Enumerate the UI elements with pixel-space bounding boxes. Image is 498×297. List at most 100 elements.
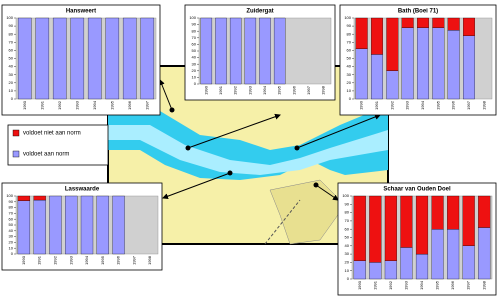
bar-segment (229, 17, 242, 85)
x-tick-label: 1997 (466, 280, 471, 290)
bar-segment (52, 17, 67, 100)
y-tick-label: 100 (6, 193, 13, 198)
chart-title: Schaar van Ouden Doel (383, 187, 451, 193)
y-tick-label: 20 (9, 239, 14, 244)
y-tick-label: 40 (347, 64, 352, 69)
bar-segment (478, 195, 491, 228)
y-tick-label: 60 (345, 226, 350, 231)
x-tick-label: 1994 (420, 100, 425, 110)
bar-segment (384, 260, 397, 280)
y-tick-label: 50 (347, 56, 352, 61)
y-tick-label: 90 (9, 23, 14, 28)
x-tick-label: 1996 (291, 85, 296, 95)
y-tick-label: 30 (345, 251, 350, 256)
bar-segment (432, 27, 445, 100)
y-tick-label: 80 (345, 210, 350, 215)
bar-segment (447, 17, 460, 31)
y-tick-label: 50 (192, 48, 197, 53)
y-tick-label: 100 (342, 193, 349, 198)
bar-segment (400, 247, 413, 280)
x-tick-label: 1992 (53, 255, 58, 265)
y-tick-label: 20 (9, 80, 14, 85)
y-tick-label: 80 (9, 31, 14, 36)
bar-segment (447, 229, 460, 280)
x-tick-label: 1990 (357, 280, 362, 290)
bar-segment (432, 17, 445, 28)
bar-segment (417, 27, 429, 100)
y-tick-label: 10 (192, 74, 197, 79)
legend-label: voldoet aan norm (23, 152, 69, 158)
y-tick-label: 10 (9, 245, 14, 250)
y-tick-label: 20 (345, 259, 350, 264)
y-tick-label: 70 (9, 39, 14, 44)
bar-segment (33, 199, 46, 255)
bar-segment (17, 17, 32, 100)
bar-segment (35, 17, 50, 100)
bar-segment (17, 200, 31, 255)
bar-segment (355, 17, 368, 49)
y-tick-label: 60 (347, 47, 352, 52)
x-tick-label: 1997 (131, 255, 136, 265)
x-tick-label: 1990 (359, 100, 364, 110)
arrows (159, 79, 381, 201)
x-tick-label: 1993 (247, 85, 252, 95)
legend-swatch (12, 129, 20, 137)
y-tick-label: 20 (347, 80, 352, 85)
bar-segment (447, 195, 460, 230)
x-tick-label: 1993 (405, 100, 410, 110)
legend-swatch (12, 150, 20, 158)
chart-title: Lasswaarde (65, 187, 100, 193)
bar-segment (200, 17, 213, 85)
bar-segment (431, 195, 444, 230)
x-tick-label: 1990 (22, 100, 27, 110)
bar-segment (371, 17, 383, 55)
x-tick-label: 1991 (39, 100, 44, 110)
y-tick-label: 0 (11, 96, 14, 101)
x-tick-label: 1998 (481, 280, 486, 290)
river-shallow (108, 125, 388, 175)
bar-segment (140, 17, 155, 100)
chart-title: Zuidergat (246, 9, 273, 15)
bar-segment (462, 195, 475, 246)
y-tick-label: 60 (192, 41, 197, 46)
bar-segment (386, 70, 399, 100)
x-tick-label: 1995 (435, 280, 440, 290)
bar-segment (259, 17, 271, 85)
x-tick-label: 1995 (100, 255, 105, 265)
y-tick-label: 50 (345, 235, 350, 240)
bar-segment (417, 17, 429, 28)
y-tick-label: 100 (344, 15, 351, 20)
y-tick-label: 10 (347, 88, 352, 93)
x-tick-label: 1991 (374, 100, 379, 110)
bar-segment (215, 17, 227, 85)
chart-title: Bath (Boei 71) (398, 9, 438, 15)
x-tick-label: 1997 (466, 100, 471, 110)
bar-segment (369, 195, 382, 263)
y-tick-label: 90 (347, 23, 352, 28)
y-tick-label: 0 (194, 81, 197, 86)
bar-segment (96, 195, 109, 255)
y-tick-label: 100 (189, 15, 196, 20)
bar-segment (384, 195, 397, 261)
bar-segment (87, 17, 102, 100)
bar-segment (447, 29, 460, 100)
y-tick-label: 30 (347, 72, 352, 77)
bar-segment (401, 27, 414, 100)
legend: voldoet niet aan norm voldoet aan norm (7, 124, 109, 166)
bar-segment (112, 195, 125, 255)
y-tick-label: 70 (347, 39, 352, 44)
bar-segment (431, 229, 444, 280)
y-tick-label: 70 (345, 218, 350, 223)
x-tick-label: 1991 (218, 85, 223, 95)
bar-segment (415, 195, 429, 255)
x-tick-label: 1991 (372, 280, 377, 290)
bar-segment (401, 17, 414, 28)
x-tick-label: 1993 (404, 280, 409, 290)
x-tick-label: 1996 (116, 255, 121, 265)
x-tick-label: 1996 (450, 280, 455, 290)
bar-segment (355, 48, 368, 100)
y-tick-label: 50 (9, 222, 14, 227)
x-tick-label: 1993 (68, 255, 73, 265)
y-tick-label: 40 (345, 243, 350, 248)
